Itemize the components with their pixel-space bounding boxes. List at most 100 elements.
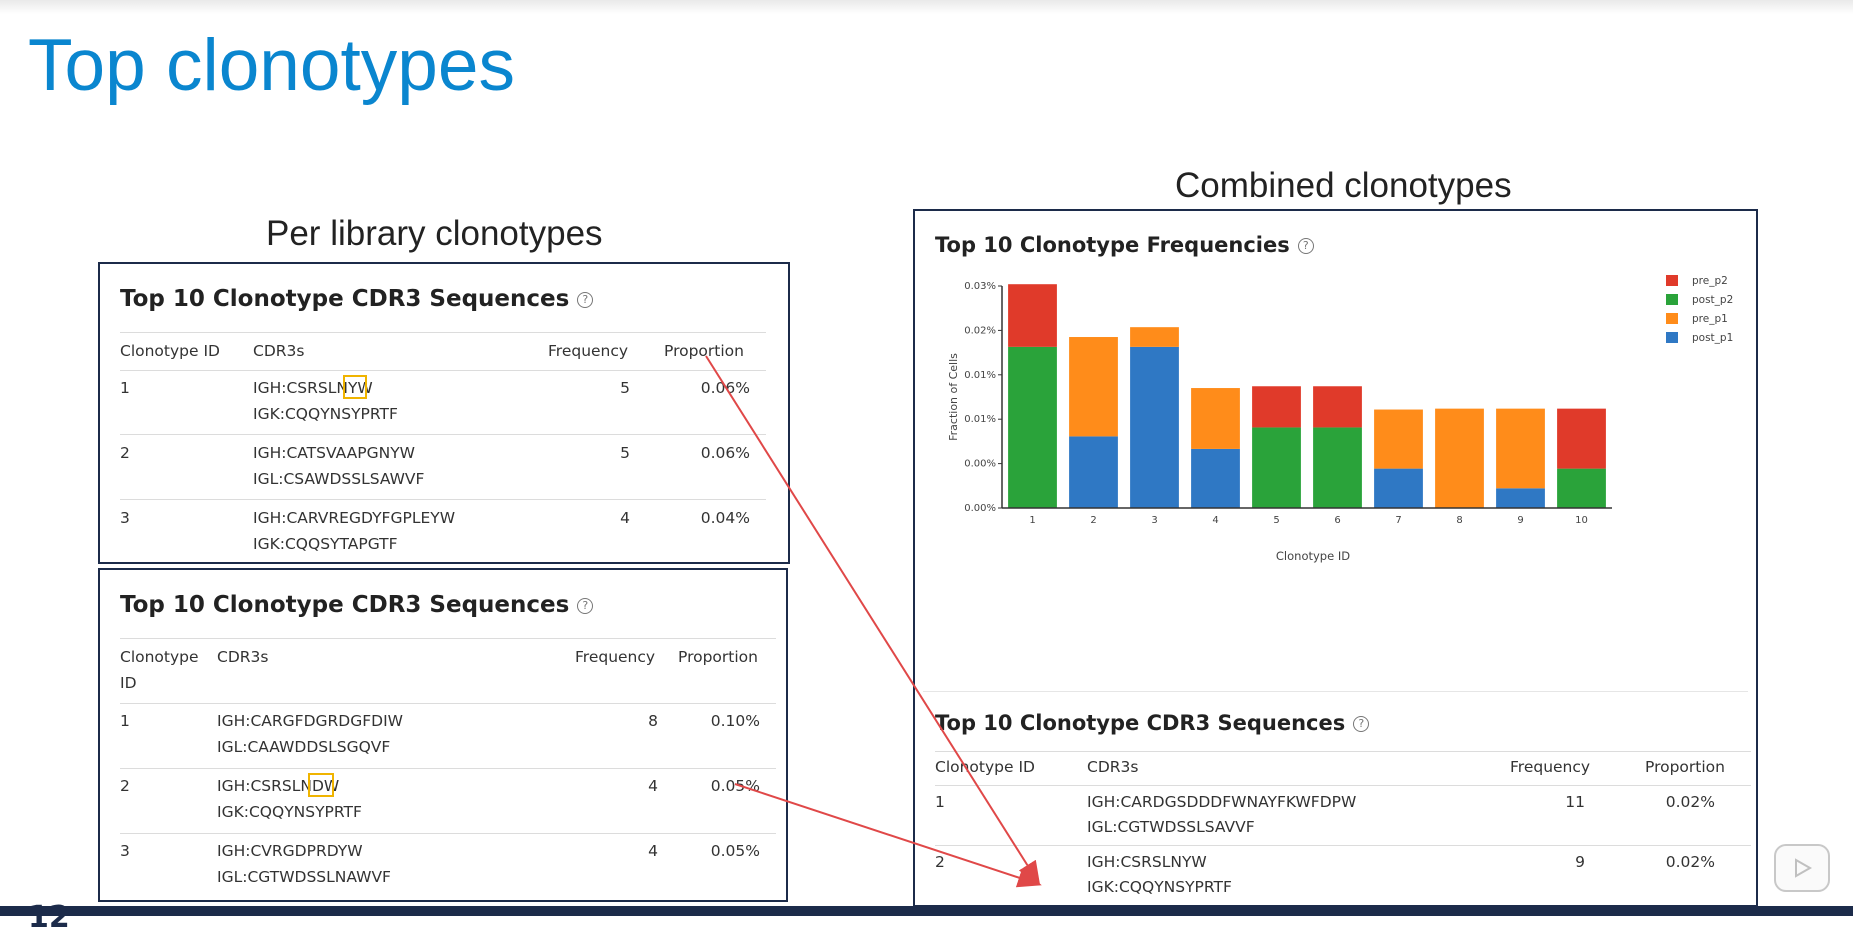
bar-pre_p1-2[interactable] (1069, 337, 1118, 437)
bar-post_p2-1[interactable] (1008, 346, 1057, 508)
y-tick-label: 0.02% (964, 325, 996, 336)
combined-section-title: Combined clonotypes (1175, 166, 1512, 205)
table-a-row3-proportion: 0.04% (700, 509, 750, 527)
legend-swatch-post_p2[interactable] (1666, 294, 1678, 305)
table-c-header-id[interactable]: Clonotype ID (935, 758, 1035, 776)
table-a-row1-id: 1 (120, 379, 130, 397)
table-a-row2-cdr3-light: IGL:CSAWDSSLSAWVF (253, 470, 425, 488)
legend-label-post_p1[interactable]: post_p1 (1692, 332, 1733, 344)
x-tick-label: 8 (1456, 515, 1462, 526)
table-a-header-id[interactable]: Clonotype ID (120, 342, 220, 360)
help-icon[interactable]: ? (577, 597, 594, 614)
legend-swatch-pre_p2[interactable] (1666, 275, 1678, 286)
table-a-row1-frequency: 5 (620, 379, 630, 397)
legend-label-pre_p2[interactable]: pre_p2 (1692, 275, 1728, 287)
table-b-divider (120, 638, 776, 639)
table-c-divider (935, 845, 1751, 846)
table-c-row1-cdr3-heavy: IGH:CARDGSDDDFWNAYFKWFDPW (1087, 793, 1357, 811)
table-c-title-text: Top 10 Clonotype CDR3 Sequences (935, 711, 1346, 735)
highlight-box (343, 375, 367, 399)
table-a-row3-cdr3-heavy: IGH:CARVREGDYFGPLEYW (253, 509, 456, 527)
table-a-row1-cdr3-light: IGK:CQQYNSYPRTF (253, 405, 398, 423)
table-a-title-text: Top 10 Clonotype CDR3 Sequences (120, 286, 570, 312)
x-tick-label: 9 (1517, 515, 1523, 526)
y-tick-label: 0.00% (964, 503, 996, 514)
table-b-title-text: Top 10 Clonotype CDR3 Sequences (120, 592, 570, 618)
slide-title: Top clonotypes (28, 25, 515, 106)
bar-post_p2-5[interactable] (1252, 427, 1301, 508)
bar-post_p2-6[interactable] (1313, 427, 1362, 508)
table-b-row3-cdr3-light: IGL:CGTWDSSLNAWVF (217, 868, 391, 886)
bar-pre_p2-10[interactable] (1557, 408, 1606, 469)
table-b-row2-cdr3-light: IGK:CQQYNSYPRTF (217, 803, 362, 821)
table-b-header-cdr3s[interactable]: CDR3s (217, 648, 269, 666)
top-gradient-bar (0, 0, 1853, 14)
table-c-divider (935, 751, 1751, 752)
table-c-row2-proportion: 0.02% (1665, 853, 1715, 871)
bar-post_p1-9[interactable] (1496, 488, 1545, 508)
table-b-row3-proportion: 0.05% (710, 842, 760, 860)
section-divider (923, 691, 1748, 692)
table-a-row1-proportion: 0.06% (700, 379, 750, 397)
help-icon[interactable]: ? (1353, 716, 1370, 732)
x-tick-label: 10 (1575, 515, 1588, 526)
table-a-header-frequency[interactable]: Frequency (548, 342, 629, 360)
bar-pre_p1-8[interactable] (1435, 408, 1484, 508)
table-a-row2-cdr3-heavy: IGH:CATSVAAPGNYW (253, 444, 415, 462)
bar-pre_p2-1[interactable] (1008, 284, 1057, 347)
table-b-row2-proportion: 0.05% (710, 777, 760, 795)
table-b-divider (120, 768, 776, 769)
table-a-header-cdr3s[interactable]: CDR3s (253, 342, 305, 360)
table-a-divider (120, 332, 766, 333)
per-library-section-title: Per library clonotypes (266, 214, 603, 253)
table-a-panel: Top 10 Clonotype CDR3 Sequences? Clonoty… (98, 262, 790, 564)
table-b-header-frequency[interactable]: Frequency (575, 648, 656, 666)
bar-post_p2-10[interactable] (1557, 468, 1606, 508)
table-b-panel: Top 10 Clonotype CDR3 Sequences? Clonoty… (98, 568, 788, 902)
bar-post_p1-3[interactable] (1130, 346, 1179, 508)
table-a-row3-frequency: 4 (620, 509, 630, 527)
x-tick-label: 7 (1395, 515, 1401, 526)
table-a-row3-id: 3 (120, 509, 130, 527)
table-b-header-proportion[interactable]: Proportion (678, 648, 758, 666)
bar-pre_p1-7[interactable] (1374, 409, 1423, 469)
play-button[interactable] (1774, 844, 1830, 892)
table-c-row1-id: 1 (935, 793, 945, 811)
bar-pre_p1-3[interactable] (1130, 327, 1179, 347)
table-c-header-proportion[interactable]: Proportion (1645, 758, 1725, 776)
table-c-header-frequency[interactable]: Frequency (1510, 758, 1591, 776)
legend-label-pre_p1[interactable]: pre_p1 (1692, 313, 1728, 325)
help-icon[interactable]: ? (1297, 238, 1314, 254)
bar-pre_p2-5[interactable] (1252, 386, 1301, 428)
table-c-row1-frequency: 11 (1565, 793, 1585, 811)
table-b-row1-id: 1 (120, 712, 130, 730)
bottom-bar (0, 906, 1853, 916)
bar-pre_p2-6[interactable] (1313, 386, 1362, 428)
table-b-divider (120, 833, 776, 834)
x-tick-label: 5 (1273, 515, 1279, 526)
x-tick-label: 2 (1090, 515, 1096, 526)
table-b-header-id[interactable]: Clonotype (120, 648, 199, 666)
table-c-row2-cdr3-heavy: IGH:CSRSLNYW (1087, 853, 1207, 871)
bar-pre_p1-9[interactable] (1496, 408, 1545, 489)
legend-swatch-post_p1[interactable] (1666, 332, 1678, 343)
bar-post_p1-2[interactable] (1069, 436, 1118, 508)
y-tick-label: 0.03% (964, 281, 996, 292)
table-c-row2-id: 2 (935, 853, 945, 871)
help-icon[interactable]: ? (577, 291, 594, 308)
table-b-title: Top 10 Clonotype CDR3 Sequences? (120, 592, 594, 618)
bar-post_p1-7[interactable] (1374, 468, 1423, 508)
bar-post_p1-4[interactable] (1191, 448, 1240, 508)
table-a-row2-id: 2 (120, 444, 130, 462)
table-b-header-id-line2: ID (120, 674, 137, 692)
table-c-header-cdr3s[interactable]: CDR3s (1087, 758, 1139, 776)
table-a-header-proportion[interactable]: Proportion (664, 342, 744, 360)
page-number: 12 (28, 900, 70, 935)
table-c-row2-frequency: 9 (1575, 853, 1585, 871)
bar-pre_p1-4[interactable] (1191, 388, 1240, 449)
table-b-row2-frequency: 4 (648, 777, 658, 795)
legend-swatch-pre_p1[interactable] (1666, 313, 1678, 324)
legend-label-post_p2[interactable]: post_p2 (1692, 294, 1733, 306)
y-tick-label: 0.01% (964, 370, 996, 381)
